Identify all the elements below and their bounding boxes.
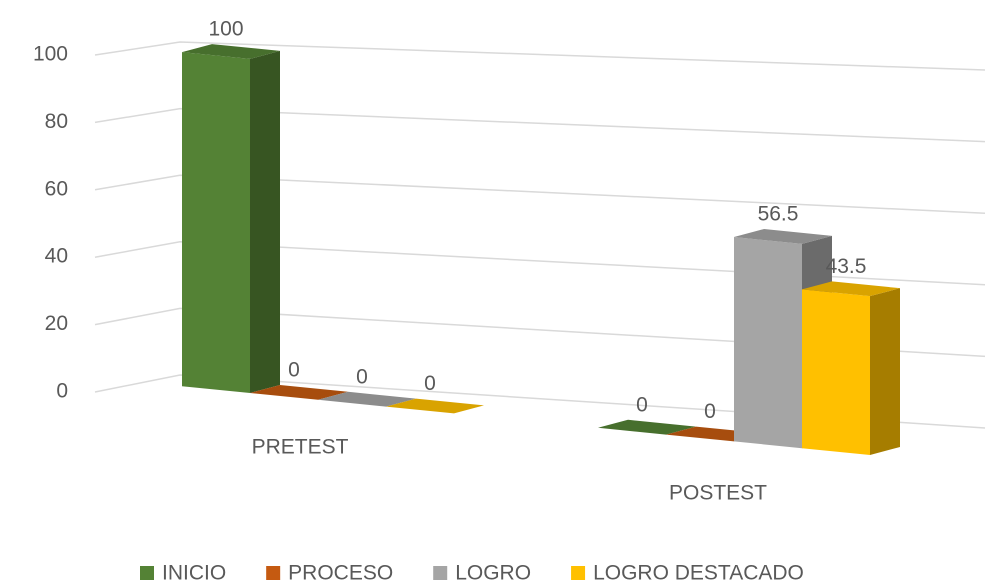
bar-top [386, 398, 484, 414]
data-label: 43.5 [826, 255, 867, 278]
grid-line [94, 174, 986, 214]
grid-line [94, 241, 986, 286]
bar [182, 52, 250, 393]
legend-swatch [140, 566, 154, 580]
bar-top [250, 385, 348, 400]
y-tick-label: 0 [56, 380, 68, 403]
bar-top [182, 44, 280, 59]
legend-swatch [571, 566, 586, 580]
legend-label: PROCESO [288, 562, 393, 585]
data-label: 56.5 [758, 203, 799, 226]
bar-side [250, 50, 280, 394]
data-label: 0 [636, 393, 648, 416]
bar-side [870, 288, 900, 455]
data-label: 0 [704, 400, 716, 423]
legend-label: INICIO [162, 562, 226, 585]
x-tick-label: PRETEST [252, 436, 349, 459]
grid-line [94, 307, 986, 358]
y-tick-label: 100 [33, 43, 68, 66]
legend-label: LOGRO [455, 562, 531, 585]
y-tick-label: 40 [45, 245, 68, 268]
legend-swatch [266, 566, 281, 580]
y-tick-label: 20 [45, 312, 68, 335]
grid-line [94, 41, 986, 71]
data-label: 0 [424, 372, 436, 395]
bar [734, 237, 802, 449]
data-label: 0 [356, 365, 368, 388]
legend-swatch [433, 566, 448, 580]
bar [802, 289, 870, 455]
y-tick-label: 60 [45, 177, 68, 200]
y-tick-label: 80 [45, 110, 68, 133]
grid-line [94, 374, 986, 429]
grid-line [94, 107, 986, 143]
x-tick-label: POSTEST [669, 482, 767, 505]
data-label: 0 [288, 359, 300, 382]
bar-top [802, 281, 900, 297]
bar-top [734, 229, 832, 244]
bar-top [598, 419, 696, 435]
data-label: 100 [208, 18, 243, 41]
legend-label: LOGRO DESTACADO [593, 562, 804, 585]
bar-top [318, 391, 416, 407]
